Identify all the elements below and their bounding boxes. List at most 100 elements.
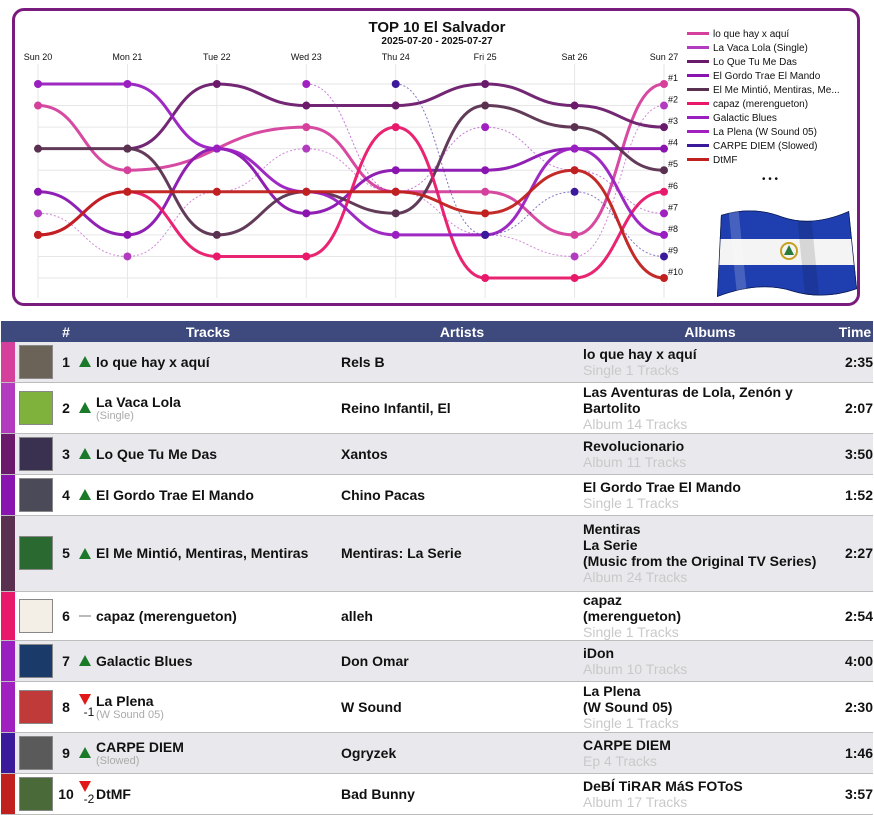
- album-cover[interactable]: [19, 598, 53, 633]
- data-point[interactable]: [481, 80, 490, 88]
- track-name[interactable]: El Me Mintió, Mentiras, Mentiras: [96, 545, 309, 561]
- data-point[interactable]: [212, 187, 221, 196]
- artist-name[interactable]: Ogryzek: [341, 744, 397, 761]
- track-name[interactable]: capaz (merengueton): [96, 607, 237, 624]
- track-name[interactable]: Lo Que Tu Me Das: [96, 445, 218, 462]
- data-point[interactable]: [391, 230, 400, 239]
- data-point[interactable]: [660, 123, 668, 132]
- artist-name[interactable]: Reino Infantil, El: [341, 399, 451, 416]
- album-cell[interactable]: capaz (merengueton) Single 1 Tracks: [583, 591, 837, 640]
- track-name[interactable]: lo que hay x aquí: [96, 353, 210, 370]
- album-cell[interactable]: Revolucionario Album 11 Tracks: [583, 433, 837, 474]
- track-name[interactable]: CARPE DIEM: [96, 738, 184, 755]
- data-point[interactable]: [34, 144, 42, 153]
- table-row[interactable]: 2 La Vaca Lola (Single) Reino Infantil, El L…: [1, 382, 873, 433]
- data-point[interactable]: [34, 101, 42, 110]
- data-point[interactable]: [570, 144, 579, 153]
- data-point[interactable]: [212, 230, 221, 239]
- album-cell[interactable]: lo que hay x aquí Single 1 Tracks: [583, 342, 837, 382]
- album-cover[interactable]: [19, 344, 53, 379]
- artist-name[interactable]: W Sound: [341, 698, 402, 715]
- data-point[interactable]: [123, 252, 132, 261]
- data-point[interactable]: [481, 209, 490, 218]
- data-point[interactable]: [570, 101, 579, 110]
- album-cell[interactable]: CARPE DIEM Ep 4 Tracks: [583, 732, 837, 773]
- album-cell[interactable]: Mentiras La Serie (Music from the Original…: [583, 515, 837, 591]
- data-point[interactable]: [570, 274, 579, 282]
- data-point[interactable]: [391, 80, 400, 88]
- data-point[interactable]: [660, 274, 668, 282]
- artist-name[interactable]: Mentiras: La Serie: [341, 545, 462, 561]
- track-name[interactable]: El Gordo Trae El Mando: [96, 486, 254, 503]
- data-point[interactable]: [123, 230, 132, 239]
- artist-name[interactable]: alleh: [341, 607, 373, 624]
- track-name[interactable]: DtMF: [96, 785, 131, 802]
- data-point[interactable]: [570, 123, 579, 132]
- album-cover[interactable]: [19, 477, 53, 512]
- album-cover[interactable]: [19, 735, 53, 770]
- album-cover[interactable]: [19, 390, 53, 425]
- artist-name[interactable]: Rels B: [341, 353, 385, 370]
- data-point[interactable]: [481, 123, 490, 132]
- data-point[interactable]: [391, 187, 400, 196]
- data-point[interactable]: [123, 166, 132, 175]
- data-point[interactable]: [212, 144, 221, 153]
- table-row[interactable]: 8 -1 La Plena (W Sound 05) W Sound La Plena (W…: [1, 681, 873, 732]
- data-point[interactable]: [391, 123, 400, 132]
- data-point[interactable]: [391, 166, 400, 175]
- data-point[interactable]: [481, 187, 490, 196]
- artist-name[interactable]: Don Omar: [341, 652, 409, 669]
- album-cell[interactable]: El Gordo Trae El Mando Single 1 Tracks: [583, 474, 837, 515]
- data-point[interactable]: [660, 187, 668, 196]
- album-cover[interactable]: [19, 776, 53, 811]
- data-point[interactable]: [660, 144, 668, 153]
- album-cover[interactable]: [19, 436, 53, 471]
- data-point[interactable]: [391, 209, 400, 218]
- data-point[interactable]: [660, 80, 668, 88]
- table-row[interactable]: 4 El Gordo Trae El Mando Chino Pacas El Gor…: [1, 474, 873, 515]
- data-point[interactable]: [570, 187, 579, 196]
- data-point[interactable]: [660, 166, 668, 175]
- album-cell[interactable]: La Plena (W Sound 05) Single 1 Tracks: [583, 681, 837, 732]
- artist-name[interactable]: Bad Bunny: [341, 785, 415, 802]
- data-point[interactable]: [481, 101, 490, 110]
- data-point[interactable]: [123, 80, 132, 88]
- data-point[interactable]: [302, 80, 311, 88]
- data-point[interactable]: [212, 80, 221, 88]
- data-point[interactable]: [570, 252, 579, 261]
- data-point[interactable]: [123, 187, 132, 196]
- album-cell[interactable]: Las Aventuras de Lola, Zenón y Bartolito A…: [583, 382, 837, 433]
- data-point[interactable]: [212, 252, 221, 261]
- data-point[interactable]: [302, 252, 311, 261]
- table-row[interactable]: 6 capaz (merengueton) alleh capaz (merenguet…: [1, 591, 873, 640]
- data-point[interactable]: [302, 101, 311, 110]
- track-name[interactable]: La Plena: [96, 692, 154, 709]
- data-point[interactable]: [481, 274, 490, 282]
- data-point[interactable]: [34, 80, 42, 88]
- data-point[interactable]: [302, 144, 311, 153]
- data-point[interactable]: [302, 123, 311, 132]
- track-name[interactable]: Galactic Blues: [96, 652, 193, 669]
- data-point[interactable]: [660, 252, 668, 261]
- table-row[interactable]: 10 -2 DtMF Bad Bunny DeBÍ TiRAR MáS FOToS Alb…: [1, 773, 873, 814]
- track-name[interactable]: La Vaca Lola: [96, 393, 181, 410]
- album-cover[interactable]: [19, 689, 53, 724]
- album-cover[interactable]: [19, 643, 53, 678]
- artist-name[interactable]: Chino Pacas: [341, 486, 426, 503]
- table-row[interactable]: 9 CARPE DIEM (Slowed) Ogryzek CARPE DIEM Ep 4…: [1, 732, 873, 773]
- table-row[interactable]: 7 Galactic Blues Don Omar iDon Album 10 Trac…: [1, 640, 873, 681]
- data-point[interactable]: [570, 166, 579, 175]
- album-cell[interactable]: DeBÍ TiRAR MáS FOToS Album 17 Tracks: [583, 773, 837, 814]
- data-point[interactable]: [302, 209, 311, 218]
- data-point[interactable]: [302, 187, 311, 196]
- data-point[interactable]: [660, 230, 668, 239]
- data-point[interactable]: [391, 101, 400, 110]
- album-cover[interactable]: [19, 536, 53, 570]
- data-point[interactable]: [481, 166, 490, 175]
- data-point[interactable]: [123, 144, 132, 153]
- table-row[interactable]: 3 Lo Que Tu Me Das Xantos Revolucionario Alb…: [1, 433, 873, 474]
- table-row[interactable]: 1 lo que hay x aquí Rels B lo que hay x aqu…: [1, 342, 873, 382]
- album-cell[interactable]: iDon Album 10 Tracks: [583, 640, 837, 681]
- data-point[interactable]: [34, 209, 42, 218]
- artist-name[interactable]: Xantos: [341, 445, 388, 462]
